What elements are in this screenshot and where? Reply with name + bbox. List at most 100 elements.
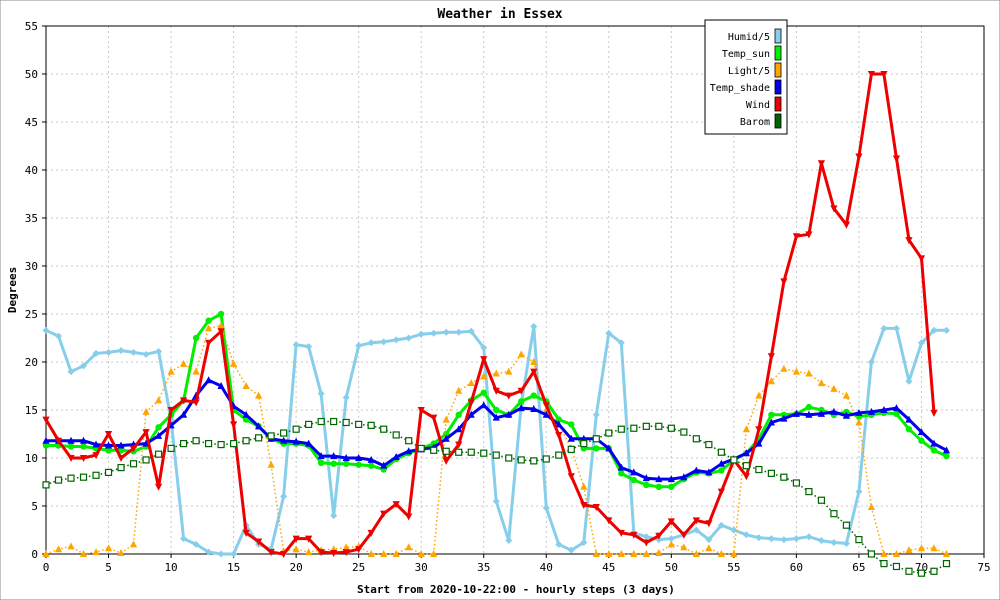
data-point-wind xyxy=(355,546,363,554)
data-point-temp-shade xyxy=(942,446,951,454)
data-point-barom xyxy=(705,440,713,449)
data-point-temp-sun xyxy=(217,310,225,318)
data-point-wind xyxy=(405,513,413,521)
data-point-light-5 xyxy=(305,548,313,556)
data-point-barom xyxy=(892,562,901,571)
data-point-temp-sun xyxy=(455,411,462,418)
data-point-light-5 xyxy=(192,367,200,375)
data-point-light-5 xyxy=(42,550,50,557)
data-point-barom xyxy=(617,425,625,433)
series-wind xyxy=(42,71,938,558)
y-tick-label: 35 xyxy=(25,212,38,225)
data-point-temp-shade xyxy=(742,449,750,457)
data-point-temp-shade xyxy=(442,434,450,442)
data-point-humid-5 xyxy=(692,526,700,534)
data-point-light-5 xyxy=(767,377,775,385)
data-point-temp-sun xyxy=(893,410,900,418)
data-point-humid-5 xyxy=(105,348,113,356)
data-point-temp-shade xyxy=(767,418,775,426)
data-point-temp-shade xyxy=(42,436,50,444)
data-point-humid-5 xyxy=(667,535,675,543)
data-point-barom xyxy=(67,474,75,482)
legend-swatch-light-5 xyxy=(774,62,782,78)
x-tick-label: 0 xyxy=(43,561,50,574)
data-point-wind xyxy=(79,455,88,462)
data-point-light-5 xyxy=(267,460,275,468)
data-point-light-5 xyxy=(855,418,863,426)
data-point-humid-5 xyxy=(180,535,188,543)
data-point-barom xyxy=(380,425,388,433)
data-point-barom xyxy=(580,440,588,448)
data-point-barom xyxy=(792,479,801,487)
data-point-temp-shade xyxy=(292,437,300,445)
data-point-barom xyxy=(780,473,788,481)
data-point-temp-shade xyxy=(567,434,575,442)
y-tick-label: 55 xyxy=(25,20,38,33)
data-point-temp-sun xyxy=(930,447,938,454)
data-point-temp-shade xyxy=(905,415,913,423)
data-point-barom xyxy=(292,425,300,433)
data-point-light-5 xyxy=(367,550,375,557)
data-point-light-5 xyxy=(104,544,113,552)
data-point-barom xyxy=(42,481,50,489)
data-point-wind xyxy=(442,457,450,465)
x-tick-label: 20 xyxy=(290,561,303,574)
data-point-barom xyxy=(167,444,175,452)
data-point-barom xyxy=(767,469,775,477)
data-point-wind xyxy=(204,339,213,347)
data-point-wind xyxy=(767,353,775,361)
legend-swatch-temp-sun xyxy=(774,45,782,61)
x-tick-label: 65 xyxy=(852,561,865,574)
data-point-temp-shade xyxy=(330,452,338,460)
data-point-temp-shade xyxy=(692,466,700,474)
data-point-temp-shade xyxy=(555,420,563,428)
data-point-barom xyxy=(692,435,700,443)
data-point-barom xyxy=(755,465,763,474)
data-point-light-5 xyxy=(204,324,213,332)
data-point-light-5 xyxy=(730,550,738,557)
data-point-wind xyxy=(492,387,500,395)
data-point-temp-shade xyxy=(917,428,926,436)
legend-box xyxy=(704,19,788,135)
data-point-humid-5 xyxy=(942,326,950,334)
data-point-barom xyxy=(317,417,325,426)
data-point-wind xyxy=(517,387,525,395)
data-point-temp-sun xyxy=(530,392,537,399)
data-point-light-5 xyxy=(54,545,63,553)
series-barom xyxy=(42,417,951,577)
data-point-wind xyxy=(892,155,901,163)
x-tick-label: 15 xyxy=(227,561,240,574)
data-point-light-5 xyxy=(92,548,100,556)
data-point-barom xyxy=(104,468,113,476)
legend-label-humid-5: Humid/5 xyxy=(728,32,770,43)
data-point-humid-5 xyxy=(580,538,588,546)
data-point-barom xyxy=(630,424,638,432)
data-point-wind xyxy=(917,255,926,263)
data-point-barom xyxy=(680,428,688,436)
data-point-light-5 xyxy=(805,369,813,377)
data-point-humid-5 xyxy=(192,540,200,548)
data-point-humid-5 xyxy=(930,326,938,334)
data-point-humid-5 xyxy=(67,368,75,376)
data-point-wind xyxy=(104,431,113,438)
x-tick-label: 50 xyxy=(665,561,678,574)
data-point-light-5 xyxy=(892,550,901,557)
data-point-wind xyxy=(54,437,63,445)
data-point-wind xyxy=(905,237,913,245)
data-point-humid-5 xyxy=(617,339,625,347)
data-point-temp-shade xyxy=(517,404,525,412)
data-point-temp-sun xyxy=(342,460,350,467)
data-point-temp-sun xyxy=(42,442,50,449)
data-point-temp-shade xyxy=(392,453,400,461)
data-point-wind xyxy=(367,529,375,537)
data-point-light-5 xyxy=(930,544,938,552)
data-point-light-5 xyxy=(530,358,538,365)
data-point-wind xyxy=(655,532,663,540)
data-point-temp-shade xyxy=(867,407,876,415)
data-point-humid-5 xyxy=(917,339,925,347)
data-point-barom xyxy=(717,448,725,456)
data-point-barom xyxy=(430,446,438,454)
data-point-barom xyxy=(280,429,288,437)
data-point-light-5 xyxy=(592,550,600,557)
